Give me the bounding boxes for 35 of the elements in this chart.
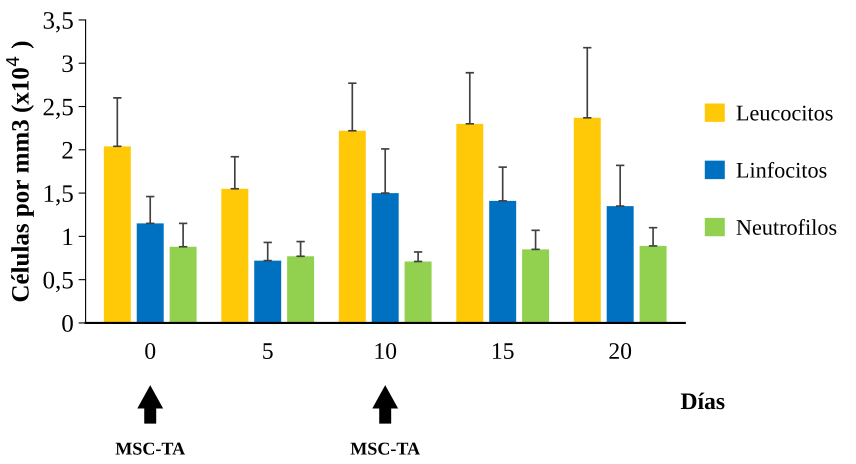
y-tick-label: 1,5 <box>44 185 73 206</box>
bar <box>522 249 550 323</box>
text: MSC-TA <box>116 442 186 455</box>
y-tick-label: 3 <box>62 55 73 72</box>
bar <box>254 260 282 323</box>
y-tick-label: 2,5 <box>44 98 73 120</box>
x-tick-label: 10 <box>375 343 396 360</box>
x-tick-label: 15 <box>492 343 514 360</box>
x-axis-title: Días <box>680 392 724 410</box>
bar <box>404 261 432 323</box>
x-tick-label: 0 <box>145 343 156 360</box>
bar <box>221 188 248 323</box>
y-tick-label: 3,5 <box>44 12 73 32</box>
bar <box>170 246 197 323</box>
bar <box>287 256 314 323</box>
bar <box>640 246 667 323</box>
x-tick-label: 5 <box>263 343 273 360</box>
y-axis-title: Células por mm3 (x10$^{4}$ ) <box>6 42 34 302</box>
y-tick-label: 1 <box>63 228 72 246</box>
bar <box>574 118 601 323</box>
bar <box>104 146 131 323</box>
y-tick-label: 2 <box>62 142 72 158</box>
bar <box>456 124 484 323</box>
legend-label: Leucocitos <box>736 106 833 121</box>
y-tick-label: 0,5 <box>44 272 73 292</box>
bar <box>489 200 516 323</box>
text: MSC-TA <box>350 442 420 455</box>
y-tick-label: 0 <box>62 314 73 332</box>
bar <box>606 206 634 323</box>
legend-label: Linfocitos <box>736 162 826 178</box>
bar <box>136 223 164 323</box>
bar <box>372 193 399 323</box>
x-tick-label: 20 <box>609 343 632 360</box>
bar <box>338 130 366 323</box>
legend-label: Neutrofilos <box>736 219 836 235</box>
